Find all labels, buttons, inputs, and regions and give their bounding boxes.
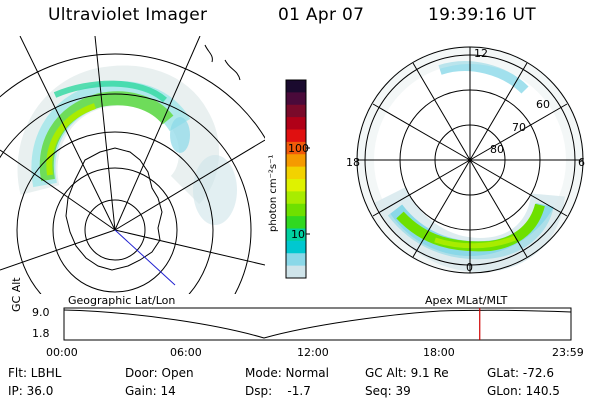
- filter-info: Flt: LBHL: [8, 366, 62, 380]
- mlt-label-6: 6: [578, 156, 585, 169]
- seq-info: Seq: 39: [365, 384, 411, 398]
- colorbar-swatch: [286, 240, 306, 254]
- meridian-lines: [0, 36, 265, 271]
- date-label: 01 Apr 07: [278, 5, 365, 25]
- dsp-info: Dsp: -1.7: [245, 384, 311, 398]
- colorbar-swatch: [286, 141, 306, 155]
- timeline-x-0000: 00:00: [46, 346, 78, 359]
- colorbar-swatch: [286, 154, 306, 168]
- mlt-label-0: 0: [466, 261, 473, 274]
- timeline-y-max: 9.0: [32, 306, 50, 319]
- timeline-x-1200: 12:00: [297, 346, 329, 359]
- colorbar-gradient: [286, 80, 306, 279]
- door-info: Door: Open: [125, 366, 194, 380]
- colorbar-swatch: [286, 80, 306, 93]
- timeline-x-0600: 06:00: [170, 346, 202, 359]
- coastline-fragment: [204, 44, 241, 81]
- colorbar-swatch: [286, 265, 306, 279]
- mlt-label-18: 18: [346, 156, 360, 169]
- timeline-y-min: 1.8: [32, 327, 50, 340]
- colorbar-swatch: [286, 166, 306, 180]
- gain-info: Gain: 14: [125, 384, 176, 398]
- colorbar-swatch: [286, 203, 306, 217]
- colorbar-swatch: [286, 191, 306, 205]
- timeline-plot: [63, 307, 572, 341]
- instrument-title: Ultraviolet Imager: [48, 5, 208, 25]
- timeline-x-1800: 18:00: [423, 346, 455, 359]
- colorbar-tick-10: 10: [291, 228, 305, 241]
- colorbar-swatch: [286, 179, 306, 192]
- left-auroral-oval: [17, 65, 237, 225]
- colorbar-swatch: [286, 117, 306, 130]
- mlt-label-12: 12: [474, 47, 488, 60]
- mlat-label-70: 70: [512, 121, 526, 134]
- colorbar-swatch: [286, 104, 306, 118]
- colorbar-tick-100: 100: [288, 142, 309, 155]
- mode-info: Mode: Normal: [245, 366, 329, 380]
- glat-info: GLat: -72.6: [487, 366, 554, 380]
- colorbar-swatch: [286, 92, 306, 106]
- latitude-circles: [0, 53, 265, 294]
- mlat-label-60: 60: [536, 98, 550, 111]
- altitude-curve: [63, 309, 572, 339]
- gcalt-info: GC Alt: 9.1 Re: [365, 366, 449, 380]
- glon-info: GLon: 140.5: [487, 384, 560, 398]
- colorbar-swatch: [286, 216, 306, 229]
- magnetic-map: [356, 46, 584, 274]
- colorbar-swatch: [286, 228, 306, 242]
- colorbar-swatch: [286, 129, 306, 143]
- timeline-axis-label: GC Alt: [10, 277, 23, 312]
- time-label: 19:39:16 UT: [428, 5, 536, 25]
- mlt-lines: [357, 47, 583, 273]
- colorbar-unit-label: photon cm⁻²s⁻¹: [268, 154, 279, 232]
- geographic-map: [0, 36, 265, 294]
- ip-info: IP: 36.0: [8, 384, 54, 398]
- apex-caption: Apex MLat/MLT: [425, 294, 508, 307]
- mlat-label-80: 80: [490, 143, 504, 156]
- terminator-line: [114, 229, 176, 286]
- antarctica-coastline: [65, 147, 163, 271]
- timeline-x-2359: 23:59: [552, 346, 584, 359]
- colorbar-swatch: [286, 253, 306, 267]
- geographic-caption: Geographic Lat/Lon: [68, 294, 176, 307]
- colorbar: [285, 79, 310, 279]
